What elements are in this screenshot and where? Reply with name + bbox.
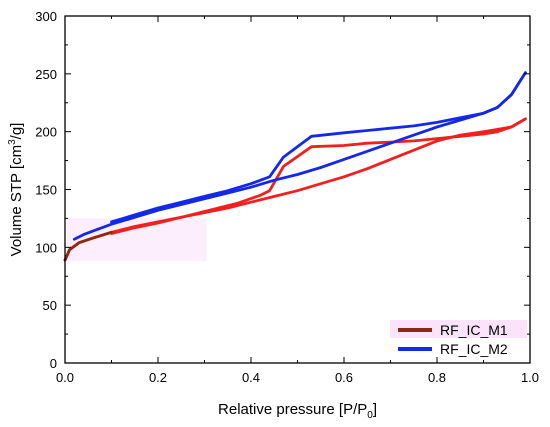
y-tick-label: 50 — [43, 298, 57, 313]
series-line-rf-ic-m1-desorption — [110, 117, 527, 235]
x-tick-label: 0.6 — [335, 370, 353, 385]
x-tick-label: 0.8 — [428, 370, 446, 385]
series-line-rf-ic-m2-desorption — [110, 71, 527, 224]
x-axis-label: Relative pressure [P/P0] — [218, 401, 377, 421]
y-axis-label-sup: 3 — [7, 139, 18, 145]
x-tick-label: 0.2 — [149, 370, 167, 385]
x-tick-label: 0.0 — [56, 370, 74, 385]
x-axis-label-sub: 0 — [367, 410, 373, 421]
y-tick-label: 200 — [35, 125, 57, 140]
y-tick-label: 0 — [50, 356, 57, 371]
y-axis-label: Volume STP [cm3/g] — [7, 123, 25, 257]
y-tick-label: 100 — [35, 240, 57, 255]
axis-ticks: 0.0 0.2 0.4 0.6 0.8 1.0 0 50 100 150 200 250 300 — [35, 9, 539, 385]
legend: RF_IC_M1 RF_IC_M2 — [390, 320, 527, 357]
y-tick-label: 250 — [35, 67, 57, 82]
y-tick-label: 300 — [35, 9, 57, 24]
series-line-rf-ic-m1-onset — [63, 230, 113, 262]
y-tick-label: 150 — [35, 183, 57, 198]
x-tick-label: 1.0 — [521, 370, 539, 385]
legend-label-rf-ic-m1: RF_IC_M1 — [440, 322, 508, 338]
plot-area — [63, 71, 527, 262]
x-tick-label: 0.4 — [242, 370, 260, 385]
legend-label-rf-ic-m2: RF_IC_M2 — [440, 341, 508, 357]
legend-entry-1-background — [390, 320, 527, 338]
series-line-rf-ic-m2-adsorption — [72, 71, 527, 241]
